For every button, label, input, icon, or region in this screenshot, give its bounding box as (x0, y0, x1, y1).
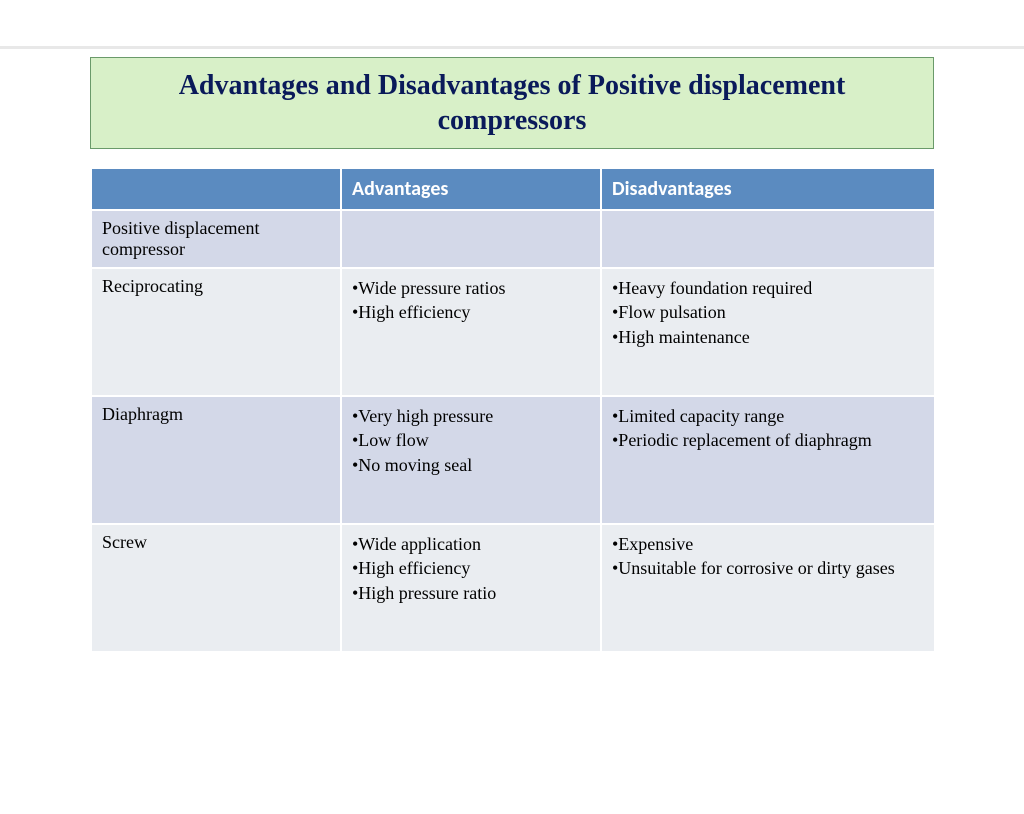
disadvantages-cell (601, 210, 935, 268)
category-cell: Screw (91, 524, 341, 652)
table-row: Screw •Wide application•High efficiency•… (91, 524, 935, 652)
comparison-table: Advantages Disadvantages Positive displa… (90, 167, 936, 653)
category-cell: Diaphragm (91, 396, 341, 524)
table-row: Diaphragm •Very high pressure•Low flow•N… (91, 396, 935, 524)
advantages-cell (341, 210, 601, 268)
table-header-row: Advantages Disadvantages (91, 168, 935, 210)
col-header-category (91, 168, 341, 210)
col-header-disadvantages: Disadvantages (601, 168, 935, 210)
category-cell: Reciprocating (91, 268, 341, 396)
advantages-cell: •Wide application•High efficiency•High p… (341, 524, 601, 652)
table-row: Reciprocating •Wide pressure ratios•High… (91, 268, 935, 396)
title-box: Advantages and Disadvantages of Positive… (90, 57, 934, 149)
col-header-advantages: Advantages (341, 168, 601, 210)
disadvantages-cell: •Expensive•Unsuitable for corrosive or d… (601, 524, 935, 652)
page-title: Advantages and Disadvantages of Positive… (111, 68, 913, 138)
advantages-cell: •Wide pressure ratios•High efficiency (341, 268, 601, 396)
disadvantages-cell: •Limited capacity range•Periodic replace… (601, 396, 935, 524)
divider-line (0, 46, 1024, 49)
advantages-cell: •Very high pressure•Low flow•No moving s… (341, 396, 601, 524)
table-row: Positive displacement compressor (91, 210, 935, 268)
table-body: Positive displacement compressor Recipro… (91, 210, 935, 652)
disadvantages-cell: •Heavy foundation required•Flow pulsatio… (601, 268, 935, 396)
category-cell: Positive displacement compressor (91, 210, 341, 268)
